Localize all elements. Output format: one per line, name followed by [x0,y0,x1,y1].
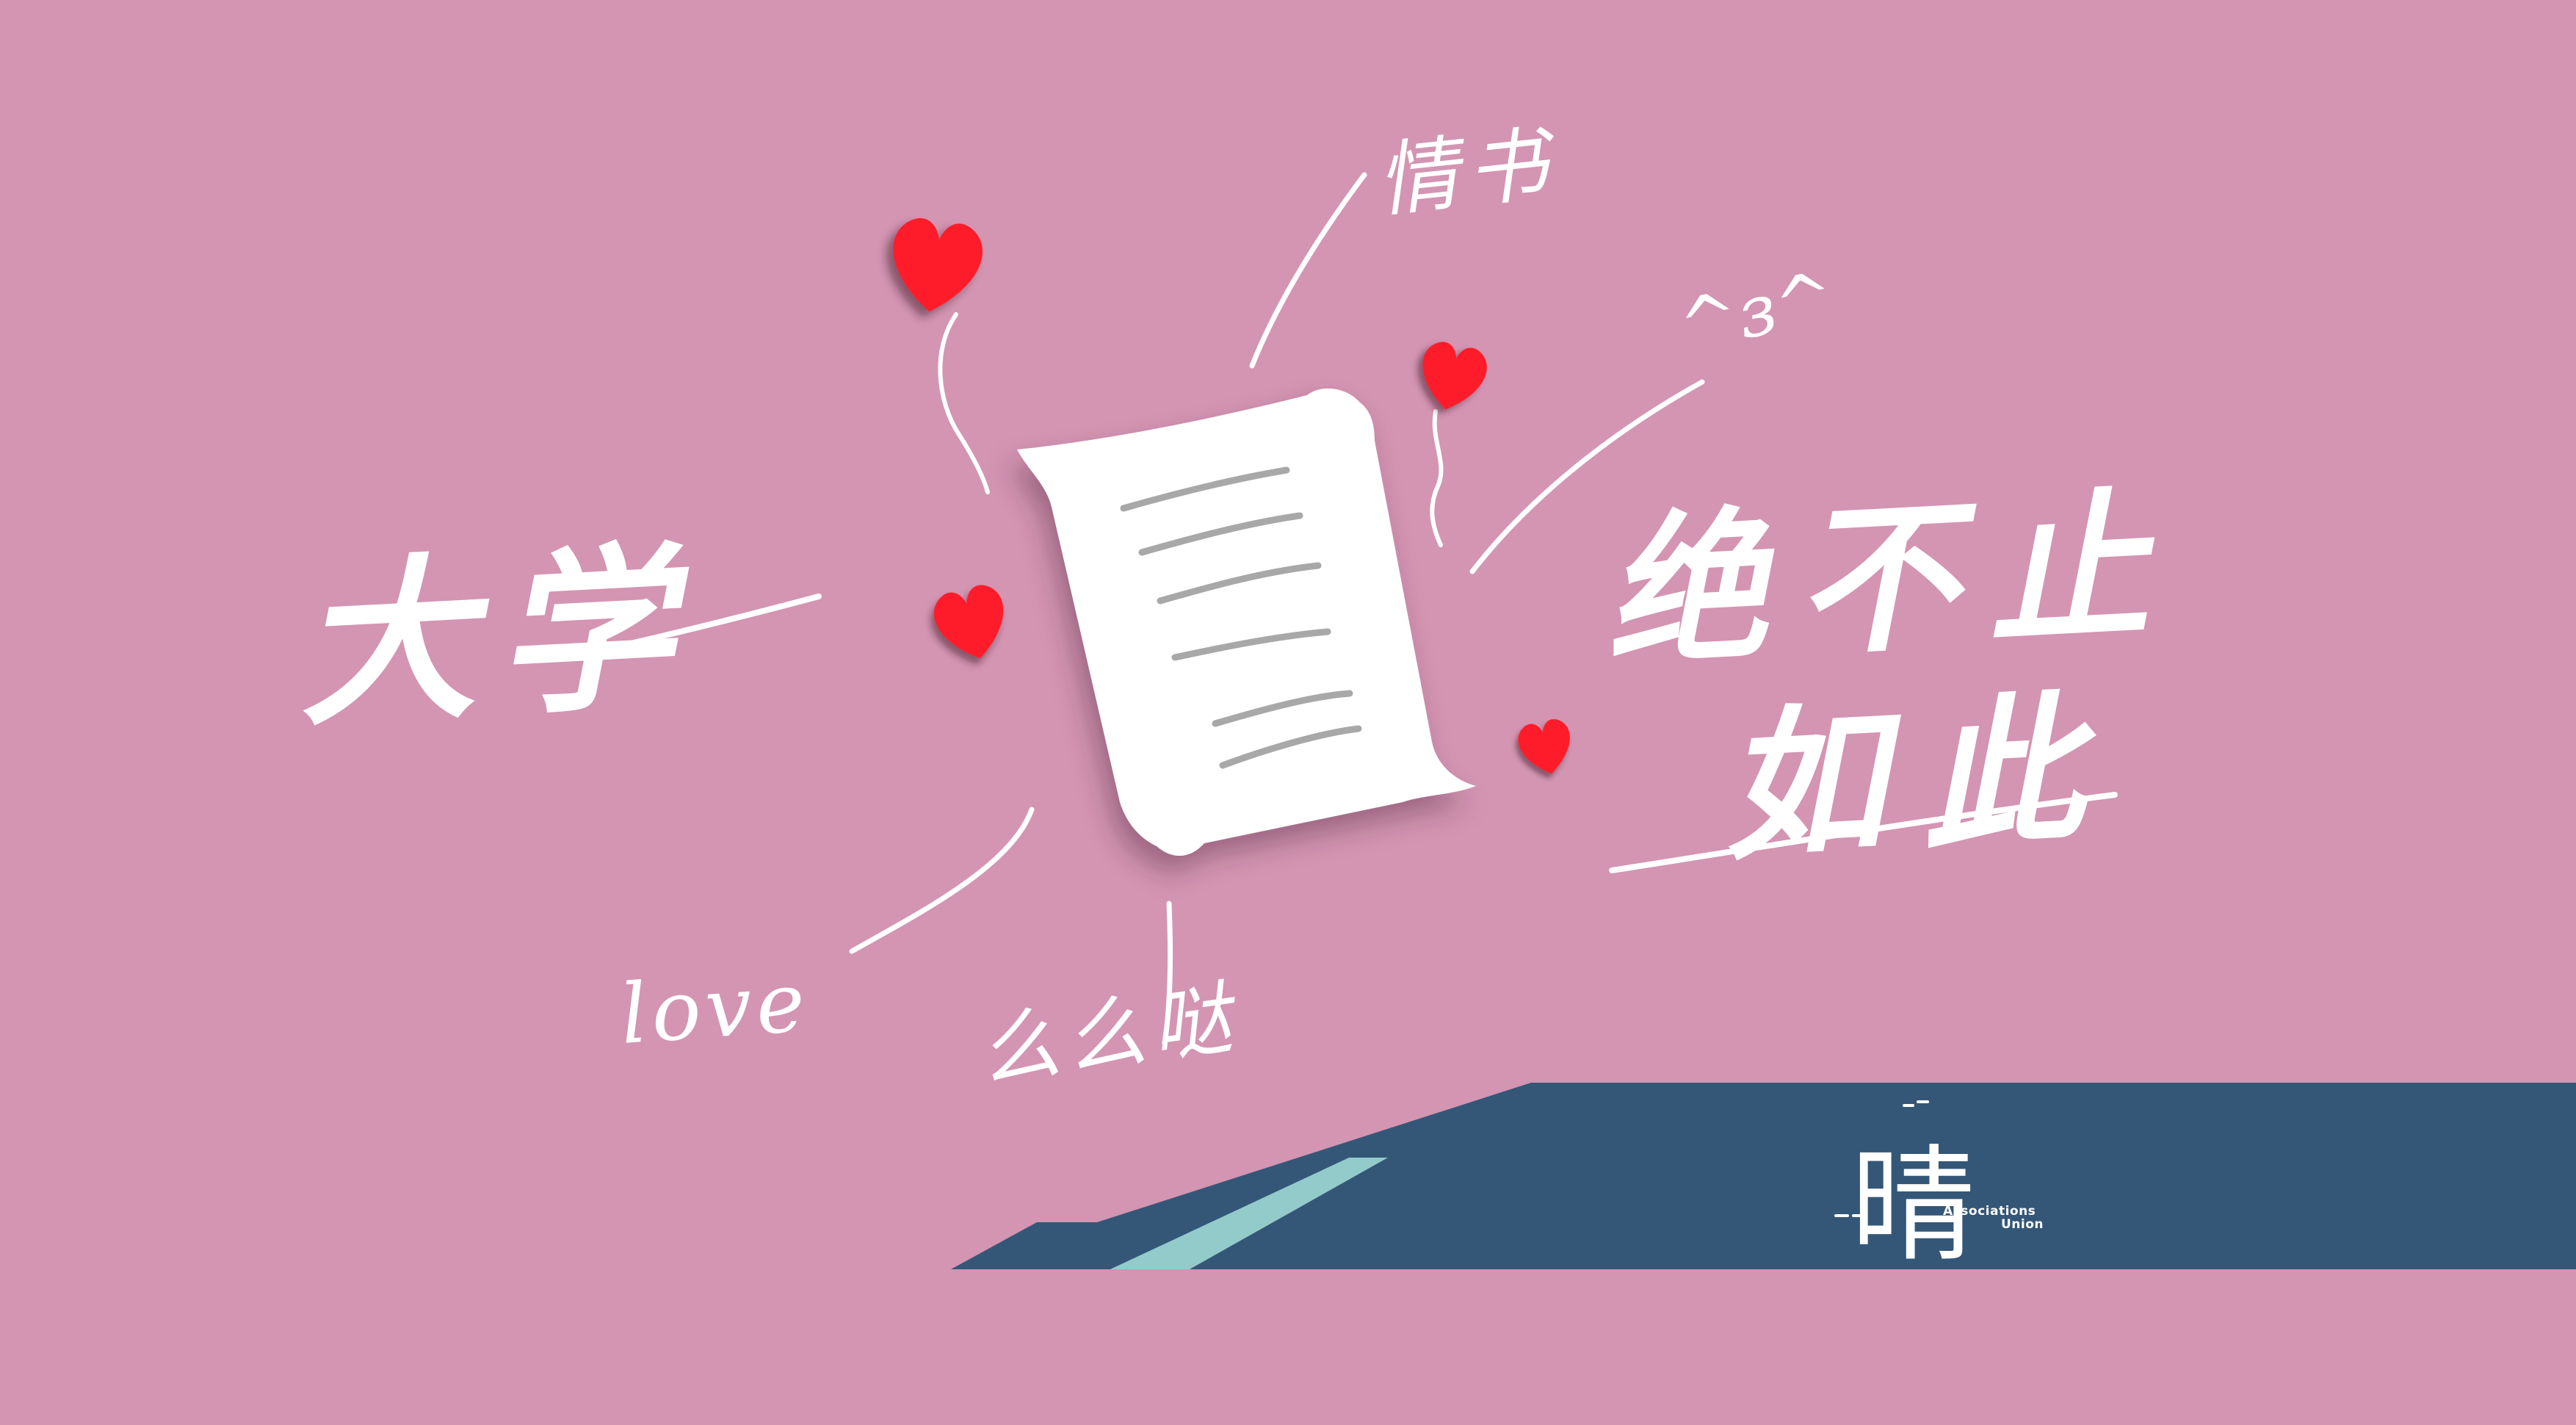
navy-band [951,1083,2576,1269]
bottom-band [951,1083,2576,1269]
flourish-line [1609,792,2118,873]
letter-paper [1017,388,1476,856]
bottom-note: 么么哒 [974,972,1245,1099]
right-phrase-line2: 如此 [1718,672,2124,883]
association-logo: 晴 [1834,1100,1975,1279]
teal-stripe [1110,1158,1388,1269]
heart-icon [933,585,1004,659]
decorative-strokes [849,172,1705,1046]
heart-icon [1422,342,1487,410]
handwritten-texts: 大学 绝不止 如此 情书 ^з^ love 么么哒 [292,116,2182,1099]
logo-text-line1: Associations [1943,1204,2036,1219]
logo-text-line2: Union [2001,1217,2044,1232]
right-phrase-line1: 绝不止 [1600,468,2182,688]
logo-dots [1834,1100,1929,1256]
heart-icon [1518,718,1570,774]
love-note: love [618,954,812,1063]
left-phrase: 大学 [292,523,699,751]
hearts [893,218,1570,774]
paper-sheet [1017,388,1476,856]
paper-lines [1120,466,1362,769]
emoticon: ^з^ [1671,255,1842,368]
top-note: 情书 [1372,116,1562,228]
flourish-line [599,594,822,653]
flourishes [599,594,2118,873]
navy-tab [951,1222,1120,1269]
heart-icon [893,218,983,312]
